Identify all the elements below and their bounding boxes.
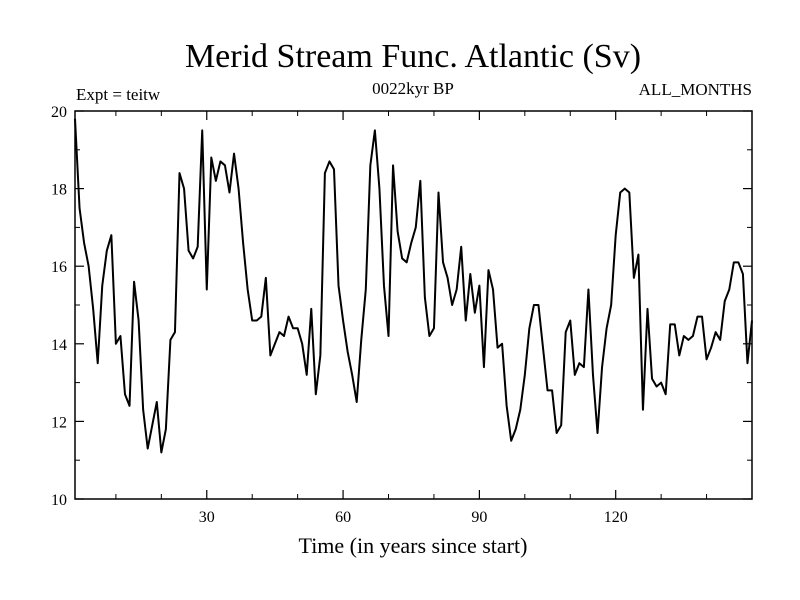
series-line [74,118,753,454]
y-tick-label: 16 [51,259,67,276]
chart-title: Merid Stream Func. Atlantic (Sv) [185,38,641,75]
experiment-label: Expt = teitw [76,85,161,104]
x-axis-label: Time (in years since start) [299,533,528,558]
y-tick-label: 12 [51,414,67,431]
x-tick-label: 60 [335,509,351,526]
x-tick-label: 90 [471,509,487,526]
x-tick-label: 30 [199,509,215,526]
months-label: ALL_MONTHS [639,80,752,99]
y-tick-label: 10 [51,492,67,509]
y-tick-label: 18 [51,182,67,199]
y-tick-label: 20 [51,104,67,121]
x-tick-label: 120 [604,509,628,526]
y-tick-label: 14 [51,337,67,354]
period-label: 0022kyr BP [372,79,454,98]
